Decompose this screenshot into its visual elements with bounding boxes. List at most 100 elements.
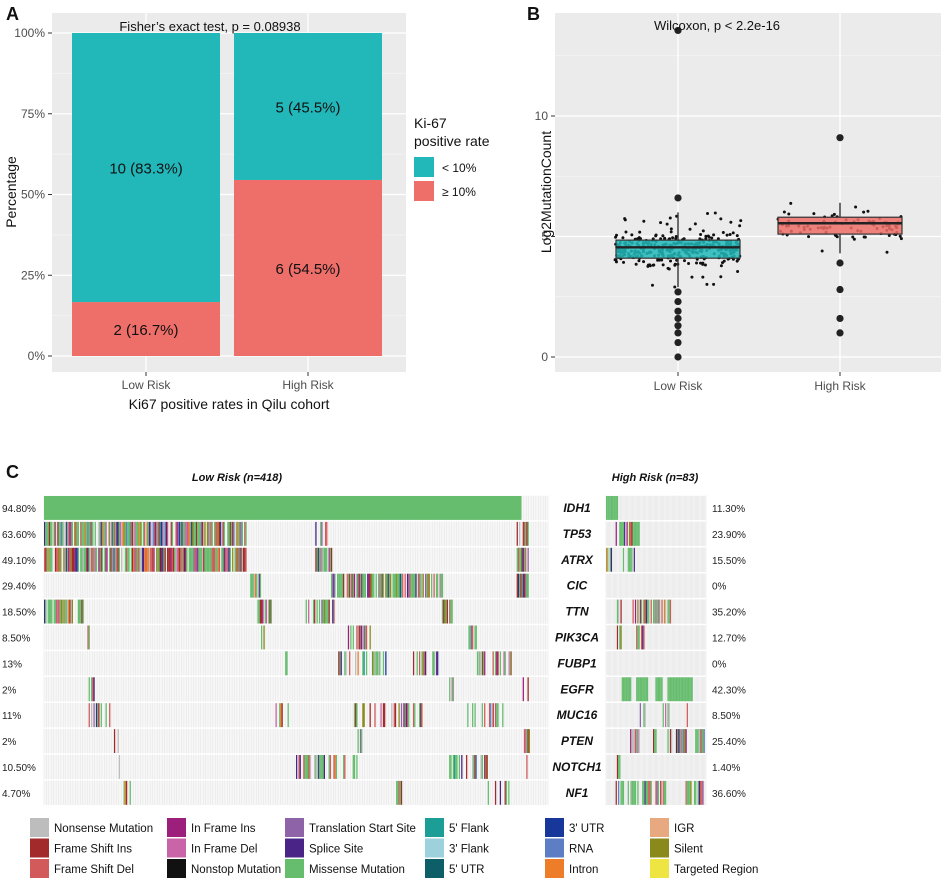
mutation-cell — [643, 625, 645, 650]
mutation-row-low-idh1 — [44, 496, 522, 520]
mutation-cell — [368, 573, 370, 598]
mutation-cell — [668, 703, 670, 728]
mutation-cell — [146, 521, 148, 546]
legend-label: 5' UTR — [449, 864, 484, 876]
mutation-cell — [362, 573, 364, 598]
mutation-cell — [675, 677, 678, 702]
mutation-cell — [426, 573, 428, 598]
mutation-cell — [222, 521, 224, 546]
mutation-cell — [496, 651, 498, 676]
data-point — [703, 263, 707, 267]
mutation-cell — [57, 547, 59, 572]
mutation-cell — [484, 651, 486, 676]
data-point — [736, 269, 740, 273]
mutation-cell — [201, 521, 204, 546]
data-point — [729, 220, 733, 224]
mutation-row-high-pik3ca — [616, 625, 645, 650]
mutation-cell — [475, 755, 477, 779]
mutation-cell — [640, 677, 643, 702]
mutation-cell — [343, 573, 345, 598]
mutation-cell — [232, 521, 234, 546]
mutation-cell — [261, 625, 263, 650]
mutation-cell — [607, 496, 609, 520]
mutation-row-high-atrx — [606, 547, 635, 572]
mutation-cell — [318, 599, 321, 624]
gene-name: NOTCH1 — [552, 760, 602, 774]
mutation-cell — [233, 521, 235, 546]
mutation-cell — [203, 547, 205, 572]
mutation-cell — [644, 780, 646, 805]
data-point — [654, 233, 658, 237]
mutation-cell — [121, 547, 123, 572]
mutation-cell — [163, 547, 165, 572]
mutation-cell — [151, 547, 153, 572]
mutation-cell — [285, 651, 287, 676]
mutation-cell — [134, 547, 136, 572]
mutation-cell — [640, 625, 643, 650]
mutation-cell — [616, 625, 619, 650]
mutation-cell — [171, 547, 174, 572]
mutation-cell — [180, 521, 182, 546]
mutation-cell — [520, 547, 522, 572]
mutation-cell — [622, 547, 625, 572]
data-point — [671, 236, 675, 240]
mutation-cell — [177, 521, 180, 546]
mutation-cell — [117, 729, 119, 753]
mutation-cell — [453, 755, 456, 779]
data-point — [738, 224, 742, 228]
mutation-cell — [198, 547, 200, 572]
data-point — [659, 221, 663, 225]
mutation-cell — [314, 599, 316, 624]
mutation-cell — [361, 729, 363, 753]
mutation-cell — [159, 547, 162, 572]
mutation-cell — [369, 703, 371, 728]
mutation-row-low-muc16 — [88, 703, 504, 728]
legend-label: ≥ 10% — [442, 185, 476, 199]
outlier-point — [674, 297, 682, 306]
mutation-cell — [421, 573, 423, 598]
mutation-cell — [183, 547, 186, 572]
mutation-cell — [158, 547, 160, 572]
data-point — [622, 260, 626, 264]
mutation-cell — [517, 573, 520, 598]
data-point — [688, 227, 692, 231]
mutation-cell — [323, 755, 325, 779]
legend-label: RNA — [569, 844, 594, 856]
mutation-cell — [314, 755, 316, 779]
mutation-cell — [308, 755, 310, 779]
mutation-cell — [525, 573, 527, 598]
mutation-cell — [218, 547, 221, 572]
mutation-cell — [318, 755, 321, 779]
mutation-cell — [607, 547, 609, 572]
mutation-cell — [478, 651, 480, 676]
mutation-cell — [685, 780, 687, 805]
mutation-cell — [81, 521, 83, 546]
mutation-cell — [508, 651, 510, 676]
mutation-cell — [309, 755, 311, 779]
iqr-box — [615, 239, 741, 259]
mutation-cell — [123, 521, 125, 546]
mutation-cell — [46, 547, 48, 572]
mutation-cell — [347, 573, 350, 598]
mutation-cell — [353, 703, 356, 728]
mutation-cell — [210, 547, 212, 572]
mutation-cell — [54, 521, 57, 546]
mutation-cell — [328, 599, 330, 624]
mutation-cell — [118, 547, 121, 572]
mutation-cell — [175, 521, 177, 546]
mutation-cell — [315, 547, 317, 572]
mutation-cell — [609, 496, 611, 520]
bar-data-label: 2 (16.7%) — [113, 322, 178, 339]
mutation-cell — [446, 599, 448, 624]
mutation-cell — [175, 547, 177, 572]
mutation-cell — [608, 496, 610, 520]
mutation-cell — [422, 573, 424, 598]
mutation-cell — [65, 599, 67, 624]
mutation-cell — [621, 521, 623, 546]
mutation-cell — [144, 521, 146, 546]
mutation-cell — [642, 677, 644, 702]
mutation-cell — [180, 547, 182, 572]
mutation-cell — [645, 599, 647, 624]
mutation-cell — [318, 547, 321, 572]
mutation-cell — [100, 521, 102, 546]
